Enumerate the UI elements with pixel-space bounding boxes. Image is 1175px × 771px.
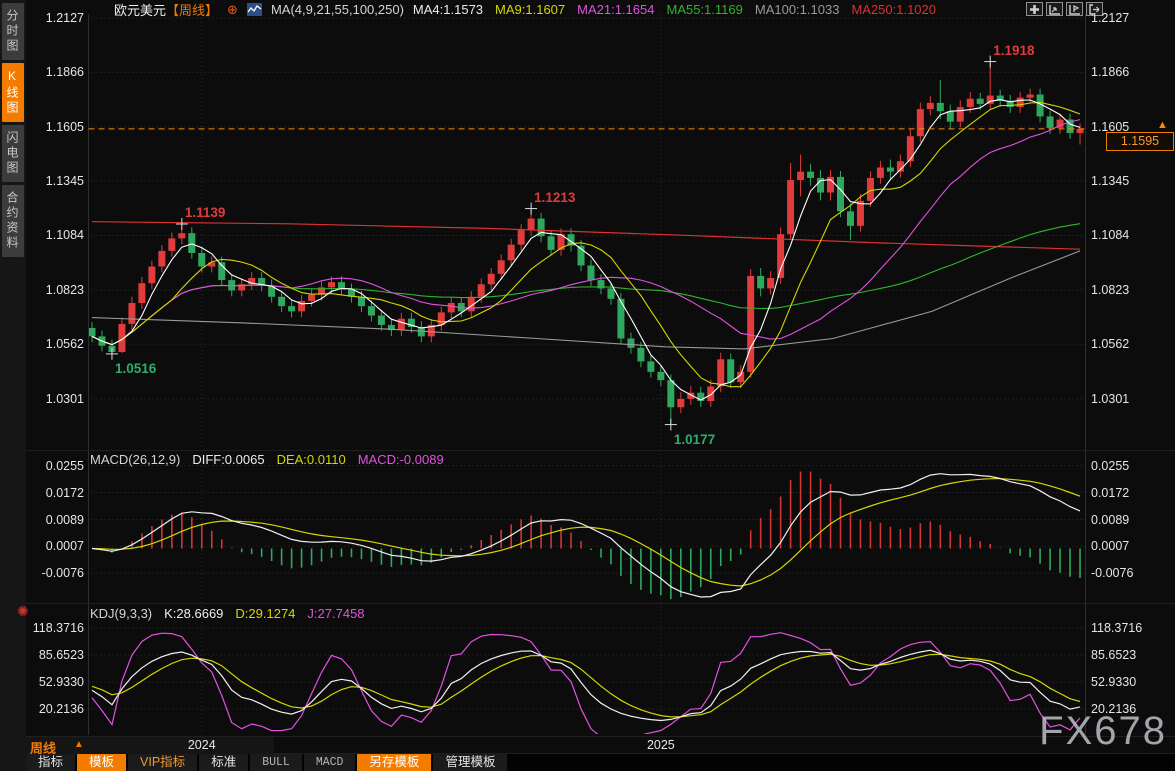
- left-sidebar: 分时图 K线图 闪电图 合约资料: [0, 0, 26, 771]
- price-alert-marker-icon: ▲: [1157, 119, 1168, 131]
- sidebar-tab-flash-chart[interactable]: 闪电图: [2, 125, 24, 182]
- macd-hist-value: MACD:-0.0089: [357, 452, 444, 467]
- macd-axis-label: -0.0076: [41, 566, 84, 581]
- period-selector[interactable]: 周线: [30, 741, 57, 756]
- price-axis-label: 1.0301: [1091, 391, 1130, 406]
- macd-axis-label: 0.0007: [1091, 539, 1130, 554]
- kdj-axis-label: 20.2136: [38, 702, 84, 716]
- ma-readout: MA55:1.1169: [666, 2, 743, 17]
- macd-axis-label: 0.0255: [45, 458, 84, 473]
- kdj-layer: [91, 632, 1081, 734]
- exit-right-icon[interactable]: [1086, 2, 1103, 16]
- kdj-axis-label: 20.2136: [1091, 702, 1137, 716]
- macd-axis-label: 0.0255: [1091, 458, 1130, 473]
- macd-axis-label: 0.0089: [45, 512, 84, 527]
- sidebar-tab-kline-chart[interactable]: K线图: [2, 63, 24, 122]
- axis-flag-icon[interactable]: [1066, 2, 1083, 16]
- macd-dea-value: DEA:0.0110: [276, 452, 346, 467]
- price-axis-label: 1.1605: [45, 119, 84, 134]
- macd-axis-label: 0.0172: [45, 485, 84, 500]
- kdj-axis-label: 52.9330: [1091, 675, 1137, 689]
- grid-layer: [26, 14, 1175, 754]
- price-axis-label: 1.0562: [1091, 337, 1130, 352]
- timeline-strip: [26, 737, 274, 754]
- ma-readout: MA250:1.1020: [851, 2, 937, 17]
- chart-header: 欧元美元【周线】 ⊕ MA(4,9,21,55,100,250) MA4:1.1…: [114, 1, 936, 19]
- price-axis-label: 1.1345: [45, 174, 84, 189]
- price-axis-label: 1.1345: [1091, 174, 1130, 189]
- bottom-tab-bar: 指标 模板 VIP指标 标准 BULL MACD 另存模板 管理模板: [26, 754, 1175, 771]
- bottom-tab-manage-templates[interactable]: 管理模板: [433, 754, 508, 771]
- axis-zoom-in-icon[interactable]: [1046, 2, 1063, 16]
- macd-axis-label: 0.0172: [1091, 485, 1130, 500]
- bottom-tab-bull[interactable]: BULL: [250, 754, 302, 771]
- ma-readout: MA4:1.1573: [412, 2, 484, 17]
- price-axis-label: 1.1866: [1091, 65, 1130, 80]
- price-annotation: 1.1213: [534, 189, 576, 205]
- symbol-name: 欧元美元: [114, 3, 167, 18]
- price-axis-label: 1.0823: [45, 282, 84, 297]
- sidebar-tab-time-chart[interactable]: 分时图: [2, 3, 24, 60]
- price-annotation: 1.1139: [184, 204, 226, 220]
- macd-axis-label: 0.0007: [45, 539, 84, 554]
- circle-plus-icon[interactable]: ⊕: [227, 1, 238, 17]
- kdj-j-value: J:27.7458: [307, 606, 365, 621]
- bottom-tab-vip-indicators[interactable]: VIP指标: [128, 754, 198, 771]
- price-annotation: 1.0177: [673, 431, 716, 447]
- mini-chart-icon[interactable]: [246, 3, 262, 16]
- annotation-marks-layer: [105, 55, 997, 431]
- chart-toolbar: [1026, 2, 1103, 16]
- current-price-badge: 1.1595: [1106, 132, 1174, 151]
- kdj-axis-label: 85.6523: [1091, 648, 1137, 662]
- price-axis-label: 1.1084: [1091, 228, 1130, 243]
- price-axis-label: 1.0562: [45, 337, 84, 352]
- kdj-pane-header: KDJ(9,3,3) K:28.6669 D:29.1274 J:27.7458: [90, 606, 365, 621]
- macd-axis-label: -0.0076: [1091, 566, 1134, 581]
- ma-readout: MA9:1.1607: [495, 2, 566, 17]
- macd-layer: [91, 471, 1081, 600]
- kdj-axis-label: 118.3716: [1091, 621, 1143, 635]
- macd-diff-value: DIFF:0.0065: [192, 452, 265, 467]
- candles-layer: [89, 61, 1084, 425]
- kdj-axis-label: 85.6523: [38, 648, 84, 662]
- price-axis-label: 1.1084: [45, 228, 84, 243]
- kdj-d-value: D:29.1274: [235, 606, 296, 621]
- kdj-title: KDJ(9,3,3): [90, 606, 153, 621]
- x-axis-year-label: 2025: [646, 738, 675, 752]
- sidebar-tab-contract-info[interactable]: 合约资料: [2, 185, 24, 257]
- alert-icon[interactable]: ✺: [17, 603, 29, 619]
- period-up-arrow-icon: ▲: [74, 739, 84, 750]
- bottom-tab-templates[interactable]: 模板: [77, 754, 127, 771]
- bottom-tab-save-template[interactable]: 另存模板: [357, 754, 432, 771]
- period-tag: 【周线】: [166, 3, 219, 18]
- price-axis-label: 1.1605: [1091, 119, 1130, 134]
- x-axis-year-label: 2024: [187, 738, 216, 752]
- price-axis-label: 1.0823: [1091, 282, 1130, 297]
- pan-icon[interactable]: [1026, 2, 1043, 16]
- price-axis-label: 1.0301: [45, 391, 84, 406]
- macd-title: MACD(26,12,9): [90, 452, 181, 467]
- price-annotation: 1.0516: [114, 360, 157, 376]
- kdj-axis-label: 118.3716: [32, 621, 84, 635]
- bottom-tab-indicators[interactable]: 指标: [26, 754, 76, 771]
- kdj-k-value: K:28.6669: [164, 606, 224, 621]
- price-axis-label: 1.2127: [45, 11, 84, 25]
- ma-lines-layer: [91, 99, 1081, 401]
- ma-readout: MA100:1.1033: [754, 2, 840, 17]
- ma-readout: MA21:1.1654: [577, 2, 655, 17]
- watermark: FX678: [1039, 709, 1167, 753]
- ma-params: MA(4,9,21,55,100,250): [270, 2, 404, 17]
- ma-readouts: MA4:1.1573 MA9:1.1607 MA21:1.1654 MA55:1.11…: [413, 2, 936, 17]
- price-axis-label: 1.1866: [45, 65, 84, 80]
- bottom-tab-standard[interactable]: 标准: [199, 754, 249, 771]
- macd-pane-header: MACD(26,12,9) DIFF:0.0065 DEA:0.0110 MAC…: [90, 452, 444, 467]
- price-annotation: 1.1918: [993, 42, 1035, 58]
- macd-axis-label: 0.0089: [1091, 512, 1130, 527]
- kdj-axis-label: 52.9330: [38, 675, 84, 689]
- price-axis-label: 1.2127: [1091, 11, 1130, 25]
- bottom-tab-macd[interactable]: MACD: [303, 754, 356, 771]
